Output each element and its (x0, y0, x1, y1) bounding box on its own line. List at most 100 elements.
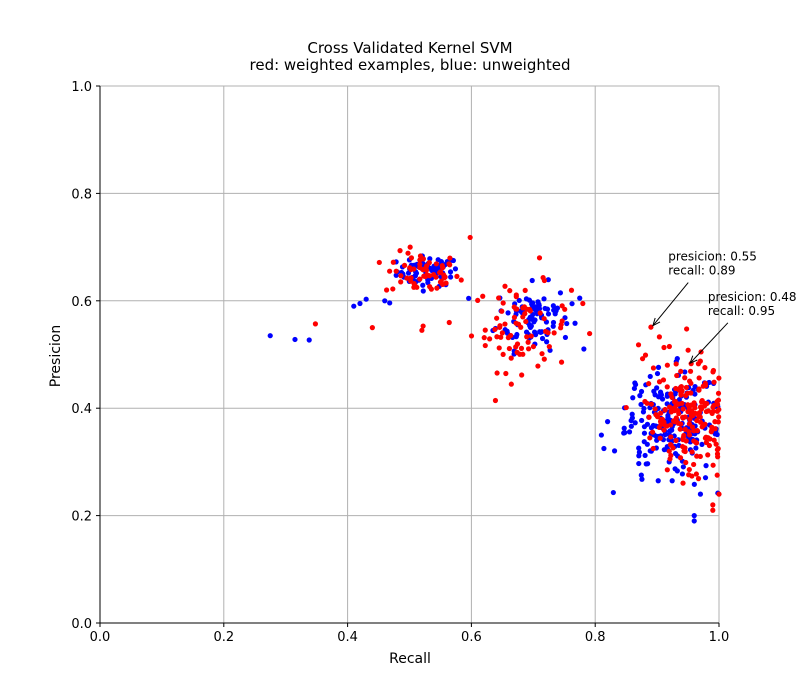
data-point (680, 464, 686, 470)
data-point (691, 438, 697, 444)
data-point (683, 384, 689, 391)
data-point (312, 321, 319, 327)
data-point (535, 363, 541, 369)
data-point (716, 414, 722, 420)
data-point (558, 321, 564, 328)
data-point (536, 255, 543, 261)
x-tick-label: 0.0 (90, 630, 111, 645)
data-point (515, 321, 522, 327)
data-point (520, 314, 526, 320)
data-point (430, 271, 437, 278)
data-point (397, 248, 403, 254)
data-point (691, 481, 697, 487)
y-tick-label: 0.0 (71, 617, 92, 632)
y-tick-label: 0.2 (71, 510, 92, 525)
data-point (369, 325, 375, 331)
data-point (541, 356, 547, 362)
data-point (679, 443, 686, 450)
data-point (714, 472, 720, 478)
data-point (516, 297, 522, 304)
data-point (677, 426, 683, 432)
data-point (408, 275, 414, 281)
data-point (438, 259, 444, 265)
data-point (577, 295, 583, 301)
data-point (670, 418, 677, 424)
y-tick-label: 0.8 (71, 187, 92, 202)
data-point (654, 370, 661, 377)
data-point (694, 428, 700, 434)
data-point (680, 415, 686, 421)
data-point (442, 274, 448, 280)
data-point (446, 261, 452, 267)
data-point (498, 334, 504, 340)
data-point (713, 441, 719, 447)
data-point (383, 287, 390, 293)
data-point (680, 480, 686, 486)
data-point (420, 288, 426, 294)
data-point (637, 393, 643, 399)
data-point (521, 304, 527, 310)
data-point (426, 273, 433, 279)
data-point (679, 471, 686, 477)
data-point (702, 475, 709, 481)
data-point (686, 404, 692, 410)
data-point (398, 279, 404, 285)
data-point (647, 373, 653, 380)
data-point (682, 375, 688, 381)
data-point (475, 297, 481, 304)
data-point (628, 423, 634, 429)
data-point (644, 400, 650, 406)
x-axis-label: Recall (389, 651, 431, 667)
data-point (541, 277, 547, 284)
data-point (664, 362, 670, 368)
data-point (487, 336, 493, 342)
data-point (712, 431, 718, 437)
data-point (666, 343, 672, 350)
data-point (545, 277, 551, 283)
data-point (699, 399, 705, 405)
data-point (711, 379, 717, 385)
data-point (635, 342, 642, 348)
x-tick-label: 0.8 (585, 630, 606, 645)
data-point (629, 415, 635, 421)
data-point (532, 317, 538, 323)
data-point (598, 432, 604, 438)
data-point (715, 390, 722, 396)
data-point (500, 351, 506, 358)
data-point (671, 399, 678, 405)
data-point (513, 344, 519, 350)
data-point (626, 429, 633, 435)
data-point (581, 346, 587, 352)
data-point (524, 334, 530, 340)
data-point (707, 436, 713, 442)
data-point (656, 334, 662, 340)
data-point (631, 385, 638, 392)
data-point (664, 384, 670, 390)
data-point (716, 491, 722, 497)
data-point (665, 414, 671, 420)
x-tick-label: 0.2 (213, 630, 234, 645)
data-point (678, 421, 684, 427)
data-point (699, 441, 705, 448)
data-point (499, 330, 505, 336)
data-point (382, 298, 388, 304)
data-point (401, 262, 408, 268)
data-point (638, 472, 644, 478)
data-point (551, 330, 557, 336)
data-point (564, 320, 570, 327)
data-point (697, 358, 703, 364)
data-point (658, 410, 664, 416)
data-point (676, 410, 682, 417)
data-point (680, 437, 686, 443)
data-point (695, 476, 702, 482)
data-point (693, 471, 699, 477)
data-point (715, 419, 721, 425)
data-point (669, 478, 675, 484)
data-point (697, 491, 704, 497)
data-point (668, 391, 674, 397)
data-point (496, 345, 502, 351)
data-point (685, 347, 691, 353)
data-point (505, 310, 511, 316)
